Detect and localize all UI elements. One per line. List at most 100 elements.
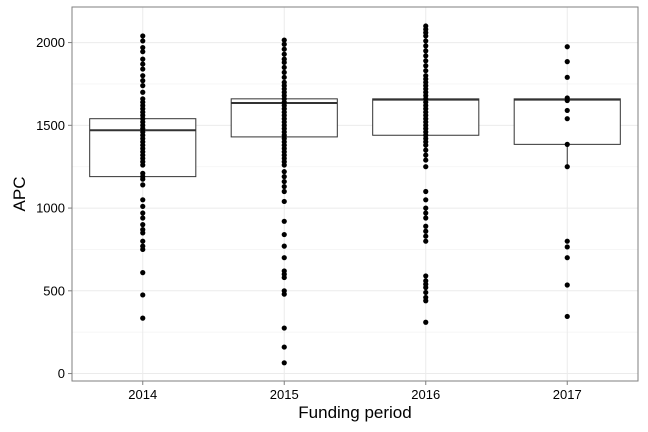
data-point-2014: [140, 78, 146, 84]
y-tick-label: 500: [43, 283, 65, 298]
data-point-2017: [564, 97, 570, 104]
data-point-2016: [423, 33, 429, 39]
data-point-2015: [281, 218, 287, 224]
data-point-2014: [140, 162, 146, 168]
data-point-2015: [281, 174, 287, 180]
data-point-2016: [423, 147, 429, 153]
data-point-2017: [564, 244, 570, 250]
data-point-2014: [140, 315, 146, 321]
data-point-2014: [140, 56, 146, 62]
data-point-2016: [423, 53, 429, 59]
data-point-2014: [140, 197, 146, 203]
x-tick-label: 2017: [553, 387, 582, 402]
data-point-2015: [281, 64, 287, 71]
data-point-2017: [564, 313, 570, 320]
data-point-2016: [423, 215, 429, 221]
y-axis-ticks: 0 500 1000 1500 2000: [36, 35, 72, 381]
data-point-2015: [281, 188, 287, 195]
data-point-2014: [140, 292, 146, 298]
data-point-2015: [281, 46, 287, 52]
data-point-2016: [423, 273, 429, 279]
data-point-2014: [140, 246, 146, 253]
data-point-2014: [140, 176, 146, 182]
data-point-2017: [564, 59, 570, 65]
data-point-2016: [423, 142, 429, 148]
y-axis-title: APC: [10, 177, 29, 212]
data-point-2016: [423, 319, 429, 325]
data-point-2017: [564, 282, 570, 288]
data-point-2016: [423, 164, 429, 170]
data-point-2016: [423, 238, 429, 244]
data-point-2014: [140, 215, 146, 221]
data-point-2014: [140, 83, 146, 89]
data-point-2016: [423, 188, 429, 195]
data-point-2015: [281, 325, 287, 331]
x-tick-label: 2014: [128, 387, 157, 402]
data-point-2016: [423, 223, 429, 229]
data-point-2014: [140, 33, 146, 39]
y-tick-label: 0: [58, 366, 65, 381]
data-point-2014: [140, 44, 146, 51]
data-point-2016: [423, 58, 429, 64]
data-point-2015: [281, 183, 287, 190]
data-point-2015: [281, 274, 287, 281]
data-point-2017: [564, 116, 570, 122]
data-point-2014: [140, 182, 146, 188]
box-2017: [513, 98, 621, 167]
data-point-2016: [423, 68, 429, 74]
data-point-2016: [423, 152, 429, 158]
data-point-2017: [564, 238, 570, 244]
data-point-2014: [140, 238, 146, 244]
data-point-2017: [564, 74, 570, 80]
data-point-2015: [281, 360, 287, 366]
data-point-2015: [281, 41, 287, 47]
data-point-2016: [423, 228, 429, 234]
data-point-2014: [140, 49, 146, 55]
data-point-2015: [281, 255, 287, 261]
data-point-2017: [564, 44, 570, 50]
data-point-2014: [140, 38, 146, 44]
data-point-2014: [140, 270, 146, 276]
data-point-2016: [423, 38, 429, 44]
data-point-2016: [423, 233, 429, 239]
data-point-2014: [140, 210, 146, 216]
data-point-2015: [281, 69, 287, 75]
y-tick-label: 1000: [36, 201, 65, 216]
x-axis-title: Funding period: [298, 403, 411, 422]
data-point-2016: [423, 48, 429, 54]
data-point-2015: [281, 344, 287, 350]
data-point-2016: [423, 289, 429, 296]
data-point-2017: [564, 255, 570, 261]
data-point-2016: [423, 284, 429, 291]
data-point-2016: [423, 43, 429, 49]
data-point-2015: [281, 37, 287, 43]
data-point-2014: [140, 66, 146, 72]
data-point-2017: [564, 164, 570, 170]
y-tick-label: 2000: [36, 35, 65, 50]
panel-background: [72, 7, 638, 381]
data-point-2016: [423, 63, 429, 69]
data-point-2015: [281, 243, 287, 249]
x-tick-label: 2016: [411, 387, 440, 402]
data-point-2014: [140, 203, 146, 210]
data-point-2015: [281, 74, 287, 80]
data-point-2016: [423, 298, 429, 304]
data-point-2015: [281, 198, 287, 205]
data-point-2016: [423, 210, 429, 216]
data-point-2015: [281, 51, 287, 57]
data-point-2017: [564, 107, 570, 114]
data-point-2015: [281, 169, 287, 175]
point-layer: [140, 23, 570, 366]
panel-border: [71, 6, 639, 382]
data-point-2017: [564, 141, 570, 147]
data-point-2015: [281, 231, 287, 238]
data-point-2016: [423, 197, 429, 203]
data-point-2015: [281, 162, 287, 168]
data-point-2015: [281, 291, 287, 297]
box-body: [513, 98, 621, 145]
x-tick-label: 2015: [270, 387, 299, 402]
data-point-2014: [140, 89, 146, 95]
data-point-2016: [423, 205, 429, 211]
y-tick-label: 1500: [36, 118, 65, 133]
